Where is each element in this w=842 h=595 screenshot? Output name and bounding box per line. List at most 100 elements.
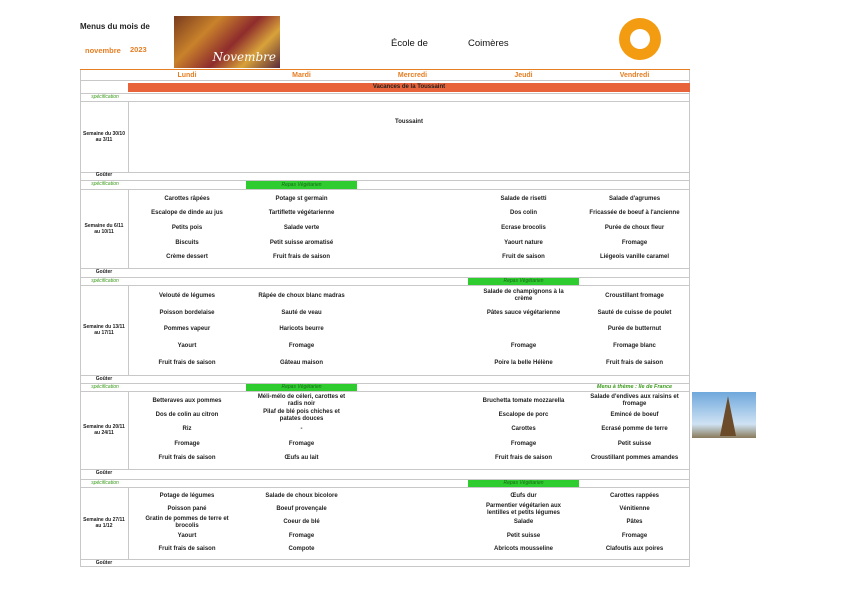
dish: Riz xyxy=(182,426,192,433)
dish: Poisson pané xyxy=(167,506,207,513)
dish: Fruit frais de saison xyxy=(158,360,216,367)
dish: Fromage blanc xyxy=(613,343,656,350)
dish: Croustillant pommes amandes xyxy=(590,455,679,462)
dish: Carottes râpées xyxy=(164,195,210,202)
week-label: Semaine du 27/11 au 1/12 xyxy=(83,517,125,529)
dish: Fromage xyxy=(510,343,537,350)
dish: Bruchetta tomate mozzarella xyxy=(482,397,565,404)
dish: Fromage xyxy=(510,440,537,447)
dish: Liégeois vanille caramel xyxy=(599,254,670,261)
menus-label: Menus du mois de xyxy=(80,22,150,31)
row-line xyxy=(80,268,690,269)
dish: Escalope de porc xyxy=(498,412,549,419)
dish: Purée de choux fleur xyxy=(604,224,665,231)
col-line xyxy=(128,101,129,172)
dish: Petit suisse xyxy=(617,440,652,447)
dish: Pâtes xyxy=(626,519,643,526)
day-header: Jeudi xyxy=(514,71,533,79)
vegetarian-banner: Repas Végétarien xyxy=(468,480,579,487)
spec-label: spécification xyxy=(91,181,119,187)
gouter-label: Goûter xyxy=(95,375,113,382)
dish: Œufs au lait xyxy=(284,455,319,462)
eiffel-image xyxy=(692,392,756,438)
row-line xyxy=(80,180,690,181)
dish: Salade d'endives aux raisins et fromage xyxy=(590,394,679,408)
dish: Dos de colin au citron xyxy=(155,412,219,419)
week-label: Semaine du 30/10 au 3/11 xyxy=(83,130,125,143)
dish: Œufs dur xyxy=(510,493,537,500)
day-header: Vendredi xyxy=(619,71,650,79)
dish: Fromage xyxy=(621,239,648,246)
dish: Gâteau maison xyxy=(279,360,323,367)
dish: Fricassée de boeuf à l'ancienne xyxy=(589,210,680,217)
dish: Sauté de veau xyxy=(281,309,322,316)
dish: Carottes xyxy=(511,426,536,433)
dish: Poisson bordelaise xyxy=(159,309,215,316)
row-line xyxy=(80,101,690,102)
row-line xyxy=(80,469,690,470)
dish: Boeuf provençale xyxy=(276,506,327,513)
row-line xyxy=(80,375,690,376)
gouter-label: Goûter xyxy=(95,172,113,178)
dish: Pâtes sauce végétarienne xyxy=(486,309,561,316)
dish: Salade xyxy=(513,519,534,526)
dish: Coeur de blé xyxy=(283,519,320,526)
gouter-label: Goûter xyxy=(95,470,113,476)
dish: Croustillant fromage xyxy=(605,292,664,299)
dish: Compote xyxy=(288,545,315,552)
col-line xyxy=(128,189,129,268)
holiday-banner: Vacances de la Toussaint xyxy=(128,83,690,92)
dish: Haricots beurre xyxy=(279,326,324,333)
dish: Fruit frais de saison xyxy=(158,455,216,462)
spec-label: spécification xyxy=(91,479,119,486)
dish: Petits pois xyxy=(171,224,203,231)
dish: Yaourt xyxy=(177,343,197,350)
day-header: Mardi xyxy=(292,71,311,79)
dish: Fromage xyxy=(621,532,648,539)
dish: Poire la belle Hélène xyxy=(494,360,553,367)
dish: Crème dessert xyxy=(166,254,208,261)
row-line xyxy=(80,479,690,480)
dish: Ecrase brocolis xyxy=(501,224,546,231)
dish: Parmentier végétarien aux lentilles et p… xyxy=(485,502,562,516)
header-line xyxy=(80,69,690,70)
dish: Fromage xyxy=(288,440,315,447)
image-text: Novembre xyxy=(212,50,276,64)
logo xyxy=(619,18,661,60)
row-line xyxy=(80,487,690,488)
school-label: École de xyxy=(391,38,428,49)
autumn-image: Novembre xyxy=(174,16,280,68)
dish: Clafoutis aux poires xyxy=(605,545,664,552)
dish: Purée de butternut xyxy=(607,326,662,333)
dish: Petit suisse xyxy=(506,532,541,539)
dish: Râpée de choux blanc madras xyxy=(258,292,345,299)
row-line xyxy=(80,559,690,560)
dish: - xyxy=(300,426,303,433)
dish: Tartiflette végétarienne xyxy=(268,210,335,217)
row-line xyxy=(80,383,690,384)
dish: Petit suisse aromatisé xyxy=(269,239,334,246)
row-line xyxy=(80,391,690,392)
day-header: Mercredi xyxy=(397,71,428,79)
dish: Carottes rappées xyxy=(609,493,660,500)
dish: Pommes vapeur xyxy=(163,326,211,333)
dish: Velouté de légumes xyxy=(158,292,216,299)
dish: Emincé de boeuf xyxy=(610,412,659,419)
dish: Fruit frais de saison xyxy=(605,360,663,367)
spec-label: spécification xyxy=(91,383,119,390)
vegetarian-banner: Repas Végétarien xyxy=(246,181,357,189)
dish: Salade de champignons à la crème xyxy=(483,289,564,303)
dish: Fruit frais de saison xyxy=(494,455,552,462)
day-note: Toussaint xyxy=(395,118,423,125)
dish: Abricots mousseline xyxy=(493,545,553,552)
col-line xyxy=(128,487,129,559)
dish: Biscuits xyxy=(175,239,199,246)
dish: Salade de choux bicolore xyxy=(265,493,338,500)
spec-label: spécification xyxy=(91,93,119,100)
logo-inner xyxy=(630,29,650,49)
row-line xyxy=(80,277,690,278)
dish: Fromage xyxy=(288,532,315,539)
dish: Salade de risetti xyxy=(500,195,547,202)
dish: Pilaf de blé pois chiches et patates dou… xyxy=(263,408,340,422)
dish: Potage de légumes xyxy=(159,493,215,500)
